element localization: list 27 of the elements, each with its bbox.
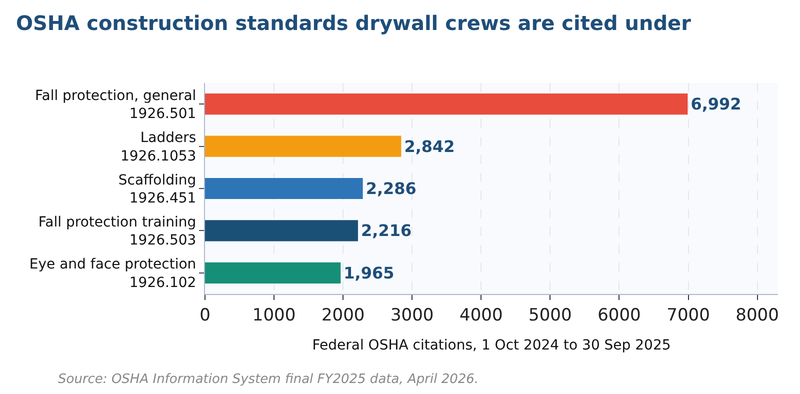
- data-label: 1,965: [344, 263, 394, 282]
- bar: [205, 178, 363, 200]
- bar: [205, 94, 688, 115]
- y-tick-label: Fall protection training 1926.503: [38, 214, 196, 249]
- x-tick-label: 5000: [528, 305, 572, 326]
- data-label: 6,992: [690, 94, 742, 114]
- data-label: 2,842: [404, 136, 455, 156]
- chart-title: OSHA construction standards drywall crews are cited under: [16, 10, 692, 35]
- x-axis-title: Federal OSHA citations, 1 Oct 2024 to 30 Sep 2025: [312, 338, 671, 354]
- y-tick-label: Ladders 1926.1053: [120, 130, 196, 164]
- x-tick-label: 3000: [390, 305, 434, 326]
- x-tick-label: 7000: [666, 305, 710, 326]
- y-tick-label: Scaffolding 1926.451: [118, 172, 196, 206]
- y-tick-label: Eye and face protection 1926.102: [29, 256, 196, 291]
- data-label: 2,216: [360, 221, 412, 240]
- bar: [205, 136, 402, 157]
- x-tick-label: 4000: [460, 305, 503, 326]
- bar: [205, 220, 358, 242]
- bar: [205, 262, 341, 284]
- source-note: Source: OSHA Information System final FY2025 data, April 2026.: [58, 372, 479, 387]
- x-tick-label: 0: [200, 305, 210, 326]
- x-tick-label: 2000: [321, 305, 365, 326]
- x-tick-label: 8000: [736, 305, 779, 326]
- x-tick-label: 6000: [598, 305, 641, 326]
- data-label: 2,286: [366, 179, 416, 198]
- y-tick-label: Fall protection, general 1926.501: [34, 88, 196, 122]
- x-tick-label: 1000: [252, 305, 296, 326]
